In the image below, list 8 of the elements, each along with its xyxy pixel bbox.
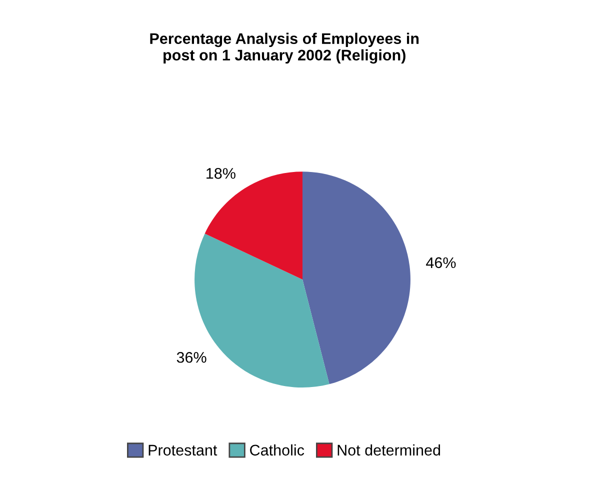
- legend-label: Catholic: [250, 444, 304, 456]
- chart-title: Percentage Analysis of Employees in post on 1 January 2002 (Religion): [150, 32, 419, 64]
- legend-label: Not determined: [338, 444, 440, 456]
- pie-slice: [302, 172, 410, 384]
- data-label: 18%: [206, 168, 236, 179]
- data-label: 36%: [176, 352, 206, 363]
- data-label: 46%: [426, 257, 456, 268]
- legend-label: Protestant: [148, 444, 218, 456]
